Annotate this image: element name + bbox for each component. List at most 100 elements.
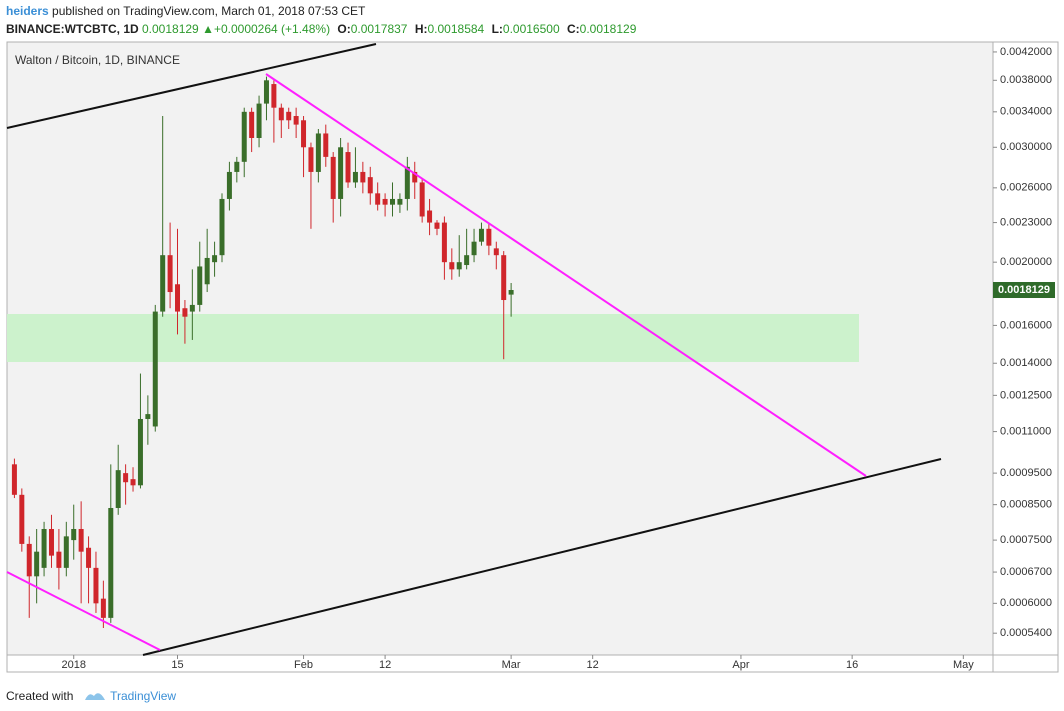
candle-body [464,255,470,266]
candle-body [382,198,388,205]
candle-body [41,528,47,568]
candle-body [71,528,77,541]
candle-body [11,464,17,495]
lower-channel-line [142,458,942,656]
candle-body [404,166,410,199]
candle-body [286,111,292,121]
quote-line: BINANCE:WTCBTC, 1D 0.0018129 ▲+0.0000264… [6,22,636,36]
x-tick-label: Mar [502,659,521,671]
candle-body [241,111,247,162]
y-tick-label: 0.0011000 [1000,425,1051,437]
candle-body [293,116,299,125]
candle-body [449,262,455,270]
candle-body [182,308,188,317]
candle-body [441,222,447,263]
candle-body [167,255,173,293]
upper-channel-line [6,43,377,129]
candle-body [263,80,269,104]
x-tick-label: 2018 [61,659,85,671]
x-tick-label: 12 [587,659,599,671]
candle-body [175,284,181,312]
candles [11,76,514,628]
candle-body [130,479,136,486]
candle-body [212,255,218,263]
candle-body [137,418,143,486]
candle-body [375,193,381,205]
candle-body [367,177,373,194]
publish-line: heiders published on TradingView.com, Ma… [6,4,365,18]
candle-body [478,228,484,242]
candle-body [471,241,477,256]
y-tick-label: 0.0012500 [1000,389,1052,401]
x-tick-label: 16 [846,659,858,671]
candle-body [100,598,106,618]
candle-body [360,171,366,183]
candle-body [152,311,158,427]
candle-body [26,543,32,577]
candle-body [501,255,507,301]
author[interactable]: heiders [6,4,49,18]
candle-body [323,133,329,157]
candle-body [234,161,240,172]
created-with: Created with [6,689,74,703]
candle-body [301,120,307,148]
candle-body [63,536,69,568]
candle-body [271,84,277,108]
descending-trendline [265,73,867,477]
x-tick-label: Apr [732,659,749,671]
candle-body [204,257,210,285]
candle-body [338,147,344,199]
candle-body [219,198,225,256]
footer: Created with TradingView [6,686,176,703]
y-tick-label: 0.0009500 [1000,467,1052,479]
y-tick-label: 0.0007500 [1000,534,1052,546]
o: 0.0017837 [350,22,408,36]
y-tick-label: 0.0042000 [1000,46,1052,58]
candle-body [345,152,351,183]
y-tick-label: 0.0006000 [1000,597,1052,609]
candle-body [145,414,151,419]
last: 0.0018129 [142,22,199,36]
candle-body [278,107,284,121]
x-tick-label: 15 [171,659,183,671]
y-tick-label: 0.0005400 [1000,627,1052,639]
candle-body [197,266,203,305]
candle-body [330,156,336,199]
candle-body [315,133,321,172]
candle-body [249,111,255,138]
o-label: O: [337,22,351,36]
candle-body [86,547,92,568]
lower-trendline [6,571,161,651]
candle-body [486,228,492,246]
brand[interactable]: TradingView [110,689,177,703]
y-tick-label: 0.0016000 [1000,319,1052,331]
y-tick-label: 0.0034000 [1000,106,1052,118]
candle-body [108,507,114,618]
candle-body [434,222,440,229]
x-tick-label: 12 [379,659,391,671]
y-tick-label: 0.0008500 [1000,499,1052,511]
candle-body [93,567,99,604]
candle-body [189,304,195,312]
change: +0.0000264 (+1.48%) [213,22,331,36]
x-tick-label: Feb [294,659,313,671]
y-tick-label: 0.0020000 [1000,256,1052,268]
l-label: L: [491,22,503,36]
candle-body [308,147,314,172]
candle-body [508,290,514,295]
candle-body [48,528,54,556]
candle-body [493,248,499,256]
candle-body [34,551,40,577]
y-tick-label: 0.0014000 [1000,357,1052,369]
candle-body [19,494,25,544]
symbol: BINANCE:WTCBTC, 1D [6,22,139,36]
candle-body [390,198,396,205]
candle-body [397,198,403,205]
candle-body [256,103,262,138]
y-tick-label: 0.0030000 [1000,141,1052,153]
x-tick-label: May [953,659,974,671]
y-tick-label: 0.0023000 [1000,216,1052,228]
candle-body [352,171,358,183]
arrow: ▲ [202,22,214,36]
